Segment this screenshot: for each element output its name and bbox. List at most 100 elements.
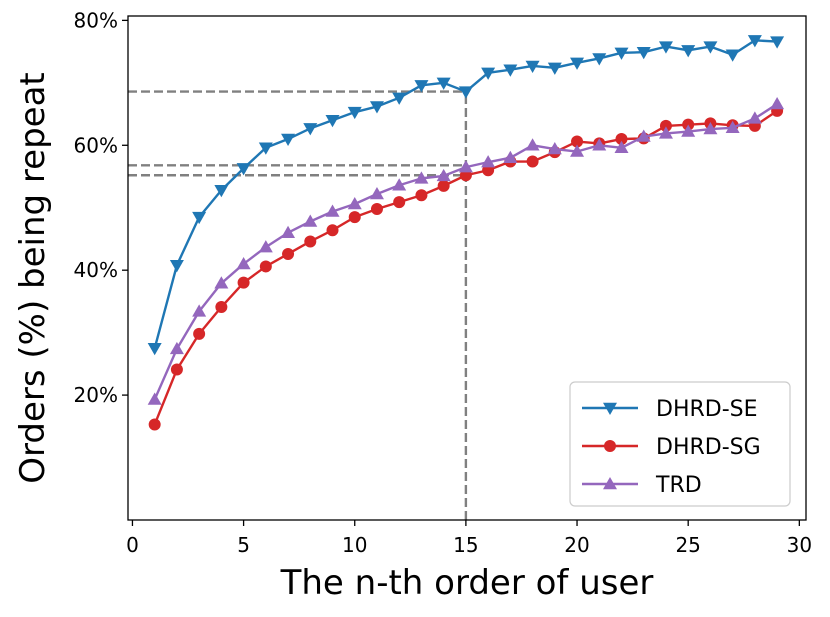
y-tick-label: 60%: [74, 133, 118, 157]
data-point: [458, 160, 473, 173]
y-axis-label: Orders (%) being repeat: [13, 72, 53, 484]
data-point: [681, 45, 696, 58]
data-point: [214, 184, 229, 198]
data-point: [614, 47, 629, 60]
data-point: [747, 111, 762, 124]
data-point: [636, 46, 651, 60]
data-point: [147, 392, 162, 405]
data-point: [526, 155, 539, 168]
data-point: [170, 363, 183, 376]
data-point: [436, 77, 451, 90]
data-point: [658, 41, 673, 54]
data-point: [770, 36, 785, 49]
data-point: [659, 119, 672, 132]
data-point: [570, 144, 585, 157]
data-point: [325, 204, 340, 217]
data-point: [481, 67, 496, 80]
data-point: [326, 224, 339, 237]
legend-item-trd: TRD: [582, 473, 702, 498]
data-point: [503, 64, 518, 77]
data-point: [392, 178, 407, 191]
data-point: [347, 196, 362, 210]
data-point: [392, 92, 407, 105]
data-point: [304, 235, 317, 248]
y-tick-label: 80%: [74, 8, 118, 32]
series-trd: [147, 97, 785, 405]
legend-marker: [603, 402, 617, 415]
data-series: [147, 35, 785, 431]
data-point: [237, 276, 250, 289]
x-tick-label: 10: [342, 533, 367, 557]
data-point: [636, 129, 651, 142]
data-point: [525, 138, 540, 151]
legend-item-dhrd-sg: DHRD-SG: [582, 435, 761, 460]
data-point: [592, 53, 607, 66]
data-point: [415, 189, 428, 202]
legend-marker: [604, 440, 616, 452]
data-point: [236, 256, 251, 270]
data-point: [258, 240, 273, 253]
data-point: [393, 196, 406, 209]
x-tick-label: 20: [564, 533, 589, 557]
axes-frame: [127, 15, 807, 521]
data-point: [148, 418, 161, 431]
data-point: [615, 133, 628, 146]
data-point: [193, 327, 206, 340]
legend-box: [569, 381, 791, 507]
data-point: [147, 343, 162, 356]
data-point: [592, 138, 607, 151]
data-point: [571, 135, 584, 148]
x-tick-label: 25: [675, 533, 700, 557]
data-point: [369, 101, 384, 114]
data-point: [348, 211, 361, 224]
x-tick-label: 15: [453, 533, 478, 557]
y-tick-label: 20%: [74, 383, 118, 407]
legend: DHRD-SE DHRD-SG TRD: [569, 381, 791, 507]
data-point: [259, 260, 272, 273]
data-point: [414, 171, 429, 184]
data-point: [458, 86, 473, 99]
data-point: [437, 179, 450, 192]
data-point: [747, 35, 762, 48]
series-dhrd-se: [147, 35, 785, 356]
data-point: [169, 259, 184, 273]
data-point: [525, 60, 540, 73]
data-point: [281, 133, 296, 147]
data-point: [303, 214, 318, 227]
legend-label: DHRD-SG: [656, 435, 761, 460]
legend-item-dhrd-se: DHRD-SE: [582, 397, 758, 422]
data-point: [169, 341, 184, 355]
data-point: [192, 211, 207, 225]
data-point: [547, 142, 562, 155]
data-point: [703, 41, 718, 54]
y-tick-label: 40%: [74, 258, 118, 282]
data-point: [681, 124, 696, 137]
data-point: [370, 202, 383, 215]
data-point: [547, 62, 562, 75]
x-axis-label: The n-th order of user: [280, 563, 654, 603]
legend-label: TRD: [655, 473, 702, 498]
data-point: [192, 304, 207, 317]
legend-label: DHRD-SE: [656, 397, 758, 422]
data-point: [503, 150, 518, 164]
data-point: [369, 186, 384, 200]
data-point: [282, 247, 295, 260]
data-point: [215, 301, 228, 314]
x-tick-label: 0: [126, 533, 139, 557]
axis-ticks: 0 5 10 15 20 25 30 20% 40% 60% 80%: [74, 8, 813, 557]
data-point: [436, 168, 451, 182]
data-point: [281, 225, 296, 238]
x-tick-label: 5: [237, 533, 250, 557]
series-dhrd-sg: [148, 104, 784, 431]
data-point: [658, 126, 673, 139]
data-point: [770, 97, 785, 110]
reference-lines: [128, 90, 468, 520]
data-point: [347, 106, 362, 120]
data-point: [258, 142, 273, 155]
data-point: [725, 120, 740, 134]
data-point: [725, 49, 740, 62]
data-point: [414, 80, 429, 93]
data-point: [614, 140, 629, 154]
data-point: [236, 163, 251, 176]
